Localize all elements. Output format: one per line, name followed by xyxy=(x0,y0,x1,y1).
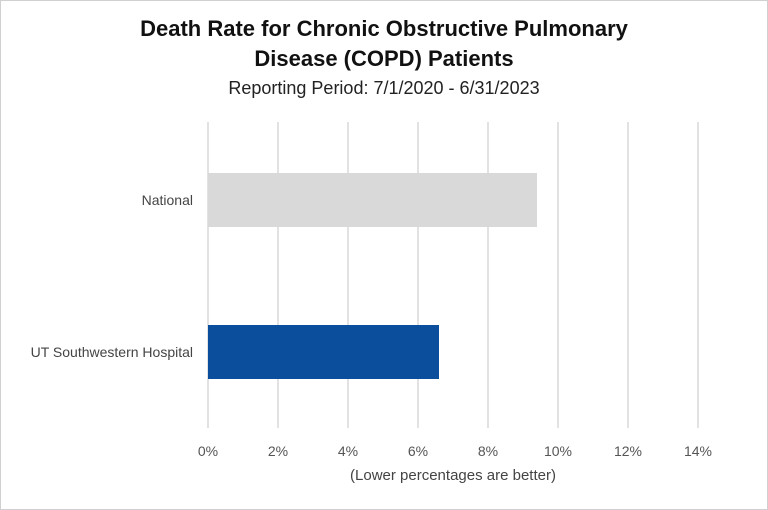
x-tick-label: 10% xyxy=(544,443,572,459)
chart-subtitle: Reporting Period: 7/1/2020 - 6/31/2023 xyxy=(228,78,540,98)
x-axis-label: (Lower percentages are better) xyxy=(350,467,556,484)
category-label: UT Southwestern Hospital xyxy=(31,344,193,360)
chart-title-line-1: Death Rate for Chronic Obstructive Pulmo… xyxy=(140,16,628,41)
x-tick-label: 0% xyxy=(198,443,218,459)
chart-title-line-2: Disease (COPD) Patients xyxy=(254,46,514,71)
bar-national xyxy=(208,173,537,227)
x-tick-label: 6% xyxy=(408,443,428,459)
bar-ut-southwestern-hospital xyxy=(208,325,439,379)
x-tick-label: 2% xyxy=(268,443,288,459)
x-tick-label: 12% xyxy=(614,443,642,459)
category-label: National xyxy=(142,192,193,208)
x-tick-label: 8% xyxy=(478,443,498,459)
x-tick-label: 14% xyxy=(684,443,712,459)
chart-title: Death Rate for Chronic Obstructive Pulmo… xyxy=(0,14,768,74)
x-tick-label: 4% xyxy=(338,443,358,459)
